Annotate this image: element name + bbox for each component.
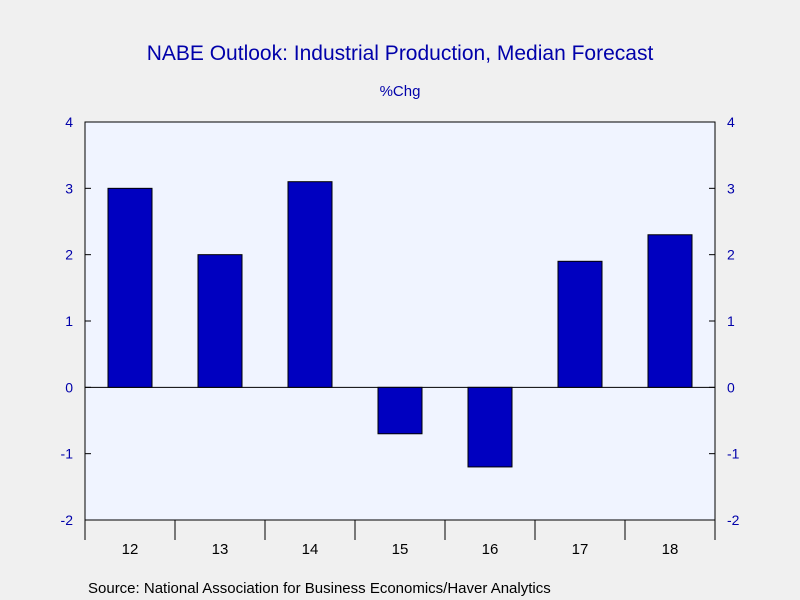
y-tick-label-left: 3 bbox=[65, 180, 73, 196]
bar bbox=[557, 260, 603, 388]
chart-marks: -2 -2-1 -10 01 12 23 34 412 13 14 15 16 17 18 bbox=[61, 114, 740, 558]
x-tick-label: 12 bbox=[122, 541, 139, 558]
y-tick-label-left: -2 bbox=[61, 512, 74, 528]
y-tick-label-right: 3 bbox=[727, 180, 735, 196]
chart-subtitle: %Chg bbox=[380, 83, 421, 100]
source-note: Source: National Association for Busines… bbox=[88, 580, 551, 597]
y-tick-label-right: 0 bbox=[727, 379, 735, 395]
x-tick-label: 14 bbox=[302, 541, 319, 558]
y-tick-label-right: 1 bbox=[727, 313, 735, 329]
y-tick-label-right: 2 bbox=[727, 247, 735, 263]
bar bbox=[467, 386, 513, 468]
bar bbox=[197, 254, 243, 388]
y-tick-label-right: -2 bbox=[727, 512, 740, 528]
x-tick-label: 13 bbox=[212, 541, 229, 558]
y-tick-label-right: 4 bbox=[727, 114, 735, 130]
y-tick-label-left: 2 bbox=[65, 247, 73, 263]
y-tick-label-left: 1 bbox=[65, 313, 73, 329]
bar bbox=[377, 386, 423, 435]
chart-title: NABE Outlook: Industrial Production, Med… bbox=[147, 42, 654, 65]
bar bbox=[647, 234, 693, 388]
x-tick-label: 18 bbox=[662, 541, 679, 558]
y-tick-label-left: 4 bbox=[65, 114, 73, 130]
x-tick-label: 15 bbox=[392, 541, 409, 558]
bar bbox=[107, 187, 153, 388]
plot-area bbox=[84, 121, 716, 521]
x-tick-label: 16 bbox=[482, 541, 499, 558]
bar bbox=[287, 181, 333, 388]
y-tick-label-left: 0 bbox=[65, 379, 73, 395]
y-tick-label-left: -1 bbox=[61, 446, 74, 462]
y-tick-label-right: -1 bbox=[727, 446, 740, 462]
x-tick-label: 17 bbox=[572, 541, 589, 558]
